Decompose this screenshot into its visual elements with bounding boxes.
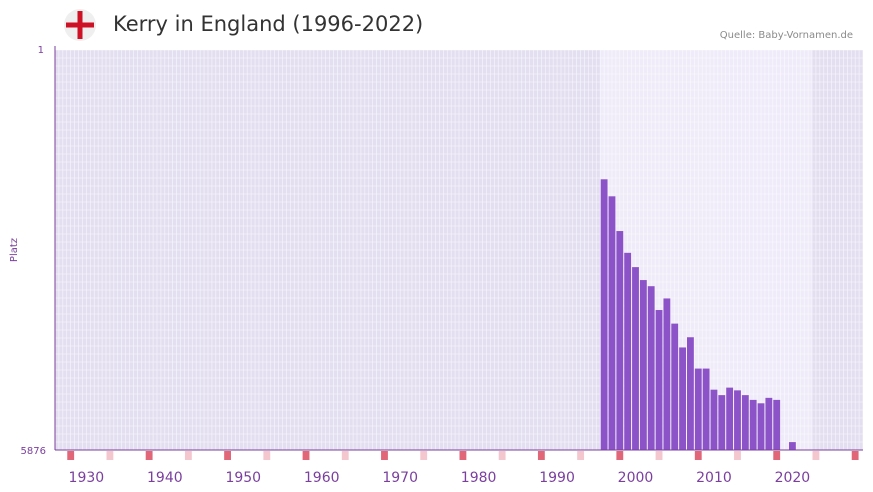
decade-marker xyxy=(459,451,467,460)
bar-2005[interactable] xyxy=(671,323,679,450)
decade-marker xyxy=(67,451,75,460)
decade-marker xyxy=(851,451,859,460)
x-tick-label: 1960 xyxy=(304,470,340,486)
decade-marker xyxy=(302,451,310,460)
decade-marker xyxy=(381,451,388,460)
y-tick-label-top: 1 xyxy=(38,45,44,56)
x-tick-label: 2020 xyxy=(775,470,811,486)
bar-2017[interactable] xyxy=(765,397,773,450)
bar-2009[interactable] xyxy=(702,368,710,450)
bar-1997[interactable] xyxy=(608,196,616,450)
bar-2018[interactable] xyxy=(773,399,781,450)
bar-2008[interactable] xyxy=(694,368,702,450)
decade-marker xyxy=(773,451,781,460)
x-tick-label: 2010 xyxy=(696,470,732,486)
x-tick-label: 1970 xyxy=(382,470,418,486)
bar-2011[interactable] xyxy=(718,395,726,450)
chart-title: Kerry in England (1996-2022) xyxy=(113,12,424,36)
bar-2020[interactable] xyxy=(788,442,796,450)
bar-2015[interactable] xyxy=(749,399,757,450)
bar-2003[interactable] xyxy=(655,310,663,450)
decade-marker xyxy=(537,451,545,460)
half-decade-marker xyxy=(655,451,663,460)
bar-2016[interactable] xyxy=(757,403,765,450)
horizontal-gridlines xyxy=(55,49,863,451)
half-decade-marker xyxy=(184,451,192,460)
bar-2014[interactable] xyxy=(741,395,749,450)
half-decade-marker xyxy=(734,451,741,460)
decade-marker xyxy=(145,451,153,460)
half-decade-marker xyxy=(263,451,271,460)
england-flag-icon xyxy=(64,9,96,41)
bar-2006[interactable] xyxy=(679,347,686,450)
bar-2013[interactable] xyxy=(734,390,741,450)
bar-2007[interactable] xyxy=(687,337,694,450)
x-tick-label: 1980 xyxy=(461,470,497,486)
bar-2002[interactable] xyxy=(647,286,655,450)
x-tick-label: 2000 xyxy=(618,470,654,486)
bar-2000[interactable] xyxy=(632,267,639,450)
bar-2001[interactable] xyxy=(639,280,647,450)
x-tick-label: 1930 xyxy=(69,470,105,486)
decade-marker xyxy=(616,451,624,460)
half-decade-marker xyxy=(812,451,820,460)
bar-1998[interactable] xyxy=(616,231,624,450)
y-tick-label-bottom: 5876 xyxy=(21,446,46,457)
half-decade-marker xyxy=(106,451,114,460)
decade-marker xyxy=(694,451,702,460)
x-tick-label: 1990 xyxy=(539,470,575,486)
half-decade-marker xyxy=(420,451,428,460)
x-tick-label: 1950 xyxy=(225,470,261,486)
bar-2010[interactable] xyxy=(710,389,718,450)
decade-marker xyxy=(224,451,231,460)
bar-2012[interactable] xyxy=(726,387,734,450)
bar-2004[interactable] xyxy=(663,298,671,450)
bar-1996[interactable] xyxy=(600,179,608,451)
x-tick-label: 1940 xyxy=(147,470,183,486)
half-decade-marker xyxy=(498,451,506,460)
source-link[interactable]: Quelle: Baby-Vornamen.de xyxy=(719,30,853,41)
y-axis-label: Platz xyxy=(9,238,20,262)
half-decade-marker xyxy=(341,451,349,460)
bar-1999[interactable] xyxy=(624,252,632,450)
half-decade-marker xyxy=(577,451,585,460)
